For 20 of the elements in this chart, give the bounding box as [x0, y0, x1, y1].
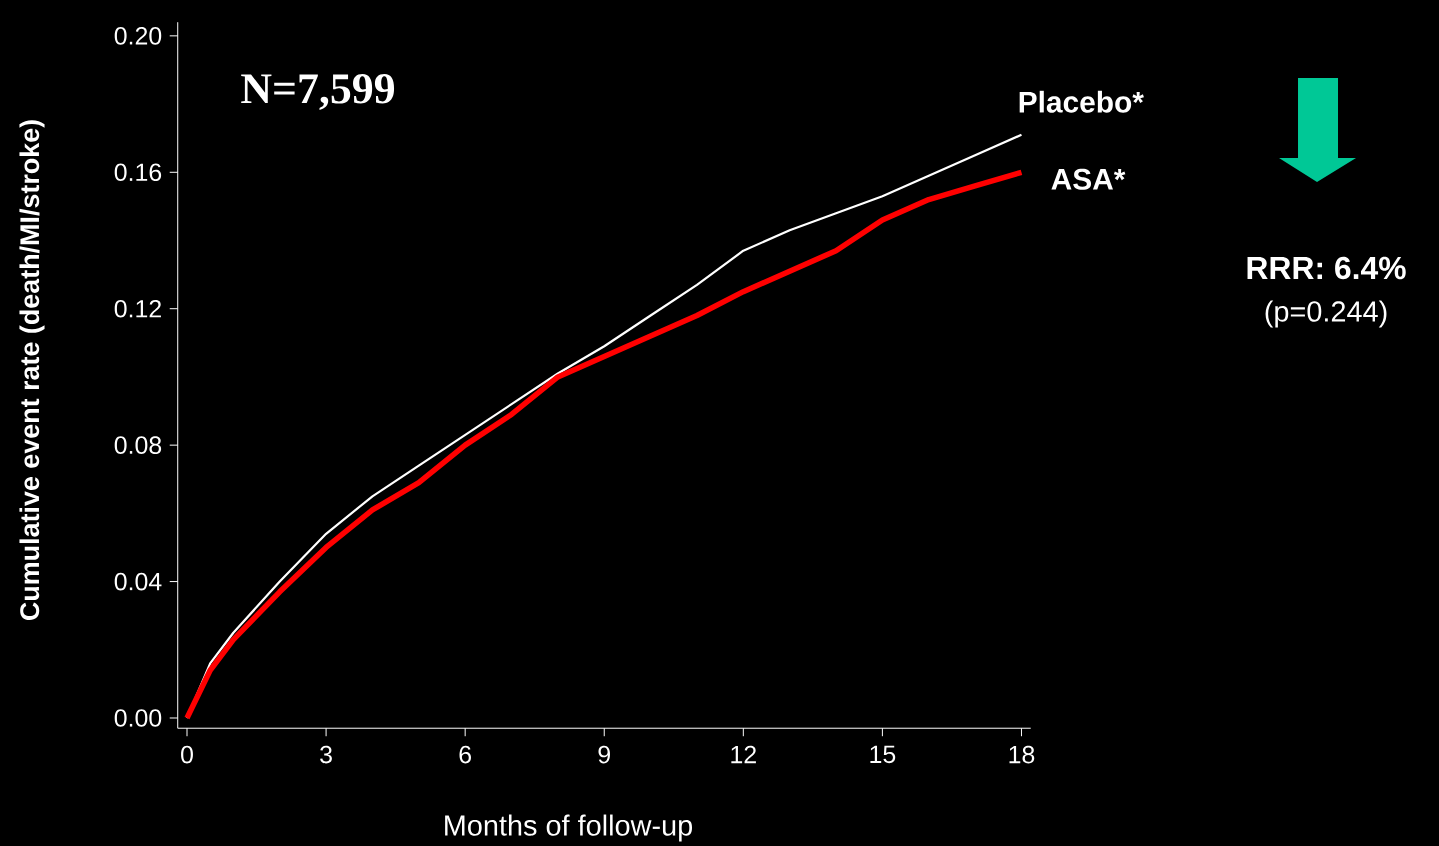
- y-tick-label: 0.08: [114, 436, 162, 454]
- annotation: N=7,599: [241, 74, 395, 110]
- y-tick-label: 0.16: [114, 163, 162, 182]
- series-label: ASA*: [1051, 168, 1126, 190]
- y-tick-label: 0.00: [114, 709, 162, 727]
- x-tick-label: 0: [181, 745, 193, 764]
- x-tick-label: 6: [459, 745, 471, 764]
- text: (p=0.244): [1265, 300, 1387, 328]
- text: RRR: 6.4%: [1247, 256, 1406, 280]
- series-label: Placebo*: [1019, 90, 1144, 113]
- y-tick-label: 0.20: [114, 27, 162, 45]
- x-axis-title: Months of follow-up: [445, 814, 693, 842]
- y-axis-title: Cumulative event rate (death/MI/stroke): [19, 120, 45, 621]
- y-tick-label: 0.04: [114, 572, 162, 591]
- y-tick-label: 0.12: [114, 299, 161, 318]
- x-tick-label: 12: [731, 745, 756, 764]
- x-tick-label: 15: [870, 745, 896, 764]
- x-tick-label: 18: [1009, 745, 1035, 764]
- x-tick-label: 3: [320, 745, 332, 764]
- x-tick-label: 9: [598, 745, 610, 764]
